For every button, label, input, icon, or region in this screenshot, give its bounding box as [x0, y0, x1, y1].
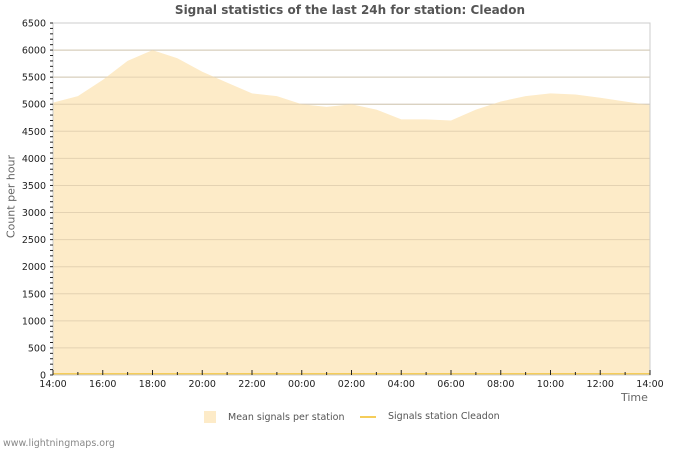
svg-text:08:00: 08:00	[487, 379, 514, 390]
svg-text:6000: 6000	[22, 46, 46, 57]
line-swatch-icon	[360, 415, 376, 418]
svg-text:10:00: 10:00	[537, 379, 564, 390]
svg-text:12:00: 12:00	[587, 379, 614, 390]
svg-text:04:00: 04:00	[388, 379, 415, 390]
svg-text:2000: 2000	[22, 262, 46, 273]
svg-text:6500: 6500	[22, 19, 46, 30]
svg-text:500: 500	[28, 343, 46, 354]
svg-text:02:00: 02:00	[338, 379, 365, 390]
svg-text:1000: 1000	[22, 316, 46, 327]
grid-lines-over-area	[53, 49, 650, 349]
svg-text:3500: 3500	[22, 181, 46, 192]
footer-credit: www.lightningmaps.org	[3, 438, 115, 449]
chart-title: Signal statistics of the last 24h for st…	[174, 3, 526, 17]
svg-text:06:00: 06:00	[437, 379, 464, 390]
area-swatch-icon	[204, 411, 216, 423]
svg-text:3000: 3000	[22, 208, 46, 219]
svg-text:0: 0	[40, 371, 46, 382]
svg-text:18:00: 18:00	[139, 379, 166, 390]
svg-text:14:00: 14:00	[39, 379, 66, 390]
legend-item-mean: Mean signals per station	[204, 411, 344, 423]
svg-text:20:00: 20:00	[189, 379, 216, 390]
svg-text:4500: 4500	[22, 127, 46, 138]
y-axis: 0 500 1000 1500 2000 2500 3000 3500 4000 4500 5000…	[22, 19, 53, 382]
legend-item-station: Signals station Cleadon	[360, 411, 500, 422]
legend-label-station: Signals station Cleadon	[388, 411, 500, 422]
x-axis: 14:00 16:00 18:00 20:00 22:00 00:00 02:00 04:00…	[39, 370, 664, 390]
svg-text:00:00: 00:00	[288, 379, 315, 390]
svg-text:5500: 5500	[22, 73, 46, 84]
svg-text:16:00: 16:00	[89, 379, 116, 390]
x-axis-label: Time	[621, 391, 648, 404]
svg-text:22:00: 22:00	[238, 379, 265, 390]
svg-text:5000: 5000	[22, 100, 46, 111]
svg-text:4000: 4000	[22, 154, 46, 165]
svg-text:2500: 2500	[22, 235, 46, 246]
svg-text:14:00: 14:00	[636, 379, 663, 390]
legend-label-mean: Mean signals per station	[228, 411, 345, 423]
svg-text:1500: 1500	[22, 289, 46, 300]
